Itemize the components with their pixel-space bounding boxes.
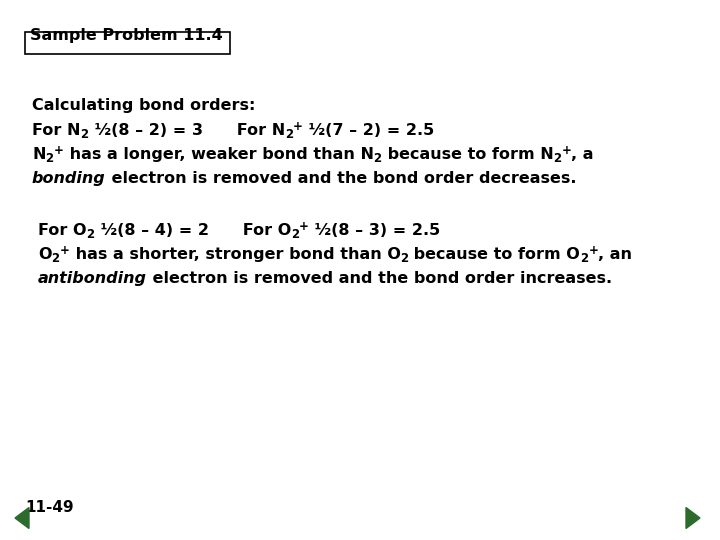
Text: O: O: [38, 247, 52, 262]
Text: 2: 2: [554, 152, 562, 165]
Text: +: +: [562, 144, 572, 157]
Text: For N: For N: [32, 123, 81, 138]
Text: +: +: [53, 144, 63, 157]
Text: ½(8 – 4) = 2      For O: ½(8 – 4) = 2 For O: [94, 223, 291, 238]
Text: 2: 2: [374, 152, 382, 165]
Text: bonding: bonding: [32, 171, 106, 186]
Text: electron is removed and the bond order increases.: electron is removed and the bond order i…: [147, 271, 612, 286]
Text: +: +: [293, 120, 303, 133]
Text: ½(8 – 2) = 3      For N: ½(8 – 2) = 3 For N: [89, 123, 285, 138]
Text: ½(7 – 2) = 2.5: ½(7 – 2) = 2.5: [303, 123, 434, 138]
Text: has a longer, weaker bond than N: has a longer, weaker bond than N: [63, 147, 374, 162]
Text: electron is removed and the bond order decreases.: electron is removed and the bond order d…: [106, 171, 576, 186]
FancyBboxPatch shape: [25, 32, 230, 54]
Text: 2: 2: [400, 252, 408, 265]
Text: N: N: [32, 147, 45, 162]
Text: 2: 2: [86, 228, 94, 241]
Text: 2: 2: [580, 252, 588, 265]
Text: 2: 2: [52, 252, 60, 265]
Text: , a: , a: [572, 147, 594, 162]
Text: ½(8 – 3) = 2.5: ½(8 – 3) = 2.5: [309, 223, 440, 238]
Text: 2: 2: [285, 128, 293, 141]
Text: antibonding: antibonding: [38, 271, 147, 286]
Polygon shape: [15, 508, 29, 529]
Text: 11-49: 11-49: [25, 500, 73, 515]
Text: has a shorter, stronger bond than O: has a shorter, stronger bond than O: [70, 247, 400, 262]
Text: Calculating bond orders:: Calculating bond orders:: [32, 98, 256, 113]
Text: For O: For O: [38, 223, 86, 238]
Text: Sample Problem 11.4: Sample Problem 11.4: [30, 28, 222, 43]
Text: because to form N: because to form N: [382, 147, 554, 162]
Text: +: +: [588, 244, 598, 257]
Text: 2: 2: [291, 228, 299, 241]
Text: 2: 2: [45, 152, 53, 165]
Text: +: +: [60, 244, 70, 257]
Text: 2: 2: [81, 128, 89, 141]
Polygon shape: [686, 508, 700, 529]
Text: , an: , an: [598, 247, 632, 262]
Text: +: +: [299, 220, 309, 233]
Text: because to form O: because to form O: [408, 247, 580, 262]
